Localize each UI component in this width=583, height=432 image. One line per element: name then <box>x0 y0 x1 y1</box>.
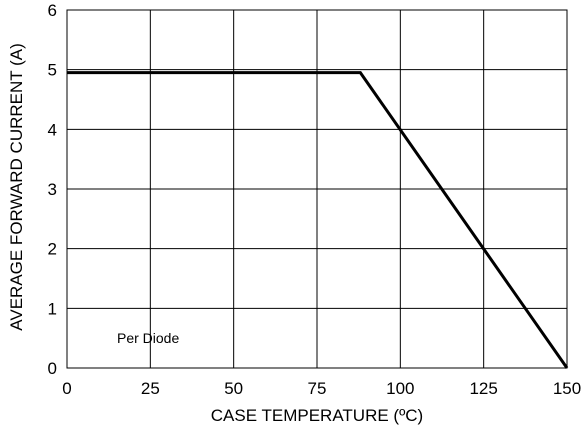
y-tick-label-4: 4 <box>48 120 57 139</box>
series-line-0 <box>67 71 569 369</box>
y-tick-label-2: 2 <box>48 240 57 259</box>
x-tick-label-5: 125 <box>469 379 497 398</box>
x-tick-label-0: 0 <box>62 379 71 398</box>
x-tick-label-4: 100 <box>386 379 414 398</box>
x-tick-label-3: 75 <box>308 379 327 398</box>
y-tick-label-3: 3 <box>48 180 57 199</box>
y-tick-label-5: 5 <box>48 61 57 80</box>
annotation-per-diode: Per Diode <box>117 330 179 346</box>
grid <box>66 9 568 369</box>
series-group <box>67 71 569 369</box>
x-tick-label-1: 25 <box>141 379 160 398</box>
x-tick-label-2: 50 <box>224 379 243 398</box>
plot-frame <box>66 9 568 369</box>
x-axis-title: CASE TEMPERATURE (ºC) <box>211 406 423 425</box>
y-tick-label-0: 0 <box>48 359 57 378</box>
y-tick-labels: 0 1 2 3 4 5 6 <box>48 1 57 378</box>
annotations: Per Diode <box>117 330 179 346</box>
x-tick-labels: 0 25 50 75 100 125 150 <box>62 379 581 398</box>
y-axis-title: AVERAGE FORWARD CURRENT (A) <box>7 43 26 330</box>
y-tick-label-1: 1 <box>48 299 57 318</box>
x-tick-label-6: 150 <box>553 379 581 398</box>
y-tick-label-6: 6 <box>48 1 57 20</box>
